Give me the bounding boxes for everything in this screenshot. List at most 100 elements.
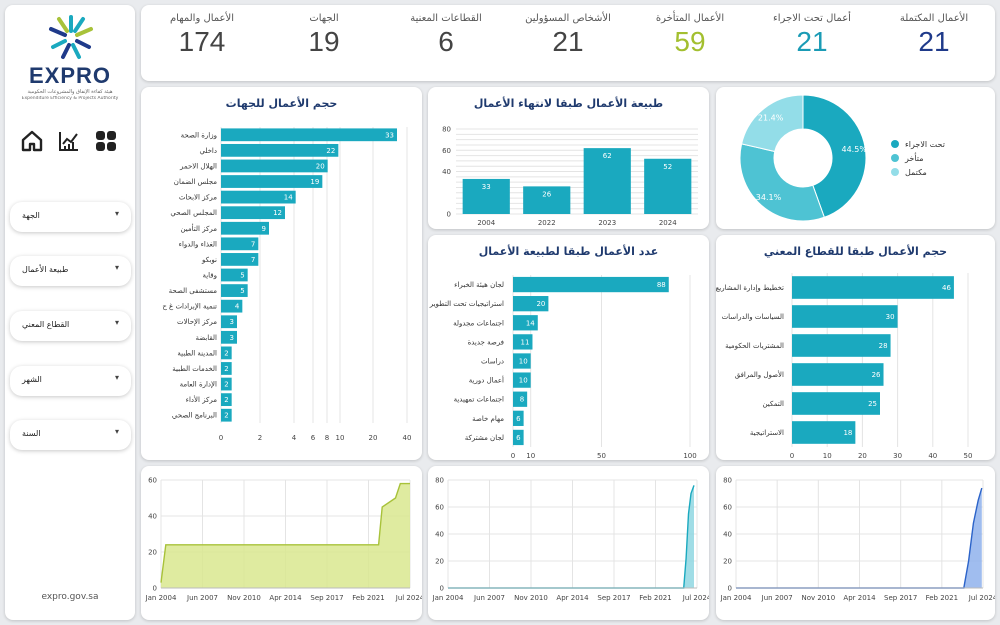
work-nature-bar (513, 429, 524, 446)
bar-value-label: 2 (224, 365, 228, 373)
bar-value-label: 88 (657, 281, 666, 289)
bar-value-label: 7 (251, 240, 255, 248)
category-label: السياسات والدراسات (722, 313, 784, 321)
bar-value-label: 22 (326, 147, 335, 155)
entity-bar (221, 159, 328, 173)
filter-year[interactable]: السنة ▾ (10, 420, 131, 450)
bar-value-label: 4 (235, 303, 240, 311)
filter-work-nature[interactable]: طبيعة الأعمال ▾ (10, 256, 131, 286)
status-pie-chart: 44.5% تحت الاجراء 34.1% متأخر 21.4% مكتمل (739, 94, 945, 222)
year-chart-card: طبيعة الأعمال طبقا لانتهاء الأعمال 0 40 60… (428, 87, 709, 229)
y-tick-label: 60 (435, 504, 444, 512)
filter-month[interactable]: الشهر ▾ (10, 366, 131, 396)
y-tick-label: 20 (148, 549, 157, 557)
x-tick-label: Apr 2014 (843, 594, 876, 602)
category-label: مستشفى الصحة (169, 287, 218, 295)
x-tick-label: 2024 (659, 219, 677, 227)
x-tick-label: 2 (258, 434, 262, 442)
work-nature-bar (513, 276, 669, 293)
x-tick-label: 0 (790, 452, 794, 460)
kpi-title: الأشخاص المسؤولين (525, 13, 611, 24)
x-tick-label: Nov 2010 (801, 594, 835, 602)
bar-value-label: 9 (262, 225, 266, 233)
kpi-title: الأعمال المتأخرة (655, 13, 725, 24)
category-label: لجان هيئة الخبراء (454, 281, 504, 289)
trend-blue-card: 0 20 40 60 80 Jan 2004 Jun 2007 Nov 2010 Apr 201… (716, 466, 995, 620)
home-icon[interactable] (20, 129, 44, 153)
bar-value-label: 3 (230, 318, 234, 326)
pie-slice (802, 94, 867, 218)
x-tick-label: Jan 2004 (145, 594, 177, 602)
category-label: تخطيط وإدارة المشاريع (716, 284, 784, 292)
chart-icon[interactable] (57, 129, 81, 153)
work-nature-chart: 0 10 50 100 88 لجان هيئة الخبراء 20 استراتيجيات… (429, 275, 697, 460)
category-label: مركز التأمين (180, 223, 217, 233)
expro-logo-mark (49, 15, 93, 59)
x-tick-label: 20 (858, 452, 867, 460)
trend-area (161, 483, 410, 588)
category-label: مهام خاصة (472, 415, 504, 423)
sector-chart: 0 10 20 30 40 50 46 تخطيط وإدارة المشاريع 30 السي… (716, 273, 972, 460)
bar-value-label: 30 (886, 313, 895, 321)
bar-value-label: 33 (482, 183, 491, 191)
x-tick-label: 30 (893, 452, 902, 460)
chart-title: حجم الأعمال طبقا للقطاع المعني (763, 245, 948, 258)
entity-bar (221, 362, 232, 375)
trend-teal-chart: 0 20 40 60 80 Jan 2004 Jun 2007 Nov 2010 Apr 201… (432, 477, 709, 603)
trend-line (160, 482, 410, 583)
sector-bar (792, 392, 880, 415)
category-label: المشتريات الحكومية (725, 342, 784, 350)
bar-value-label: 28 (879, 342, 888, 350)
website-link[interactable]: expro.gov.sa (41, 592, 99, 602)
trend-area (448, 485, 694, 588)
x-tick-label: 8 (325, 434, 329, 442)
x-tick-label: Jul 2024 (968, 594, 995, 602)
category-label: المدينة الطبية (177, 349, 217, 357)
category-label: البرنامج الصحي (172, 412, 217, 420)
category-label: فرصة جديدة (468, 338, 504, 346)
x-tick-label: 10 (336, 434, 345, 442)
sector-bar (792, 334, 891, 357)
kpi-title: الأعمال والمهام (169, 13, 234, 24)
y-tick-label: 40 (723, 531, 732, 539)
category-label: الإدارة العامة (180, 381, 217, 389)
sidebar: EXPRO هيئة كفاءة الإنفاق والمشروعات الحك… (5, 5, 135, 620)
sector-bar (792, 305, 898, 328)
x-tick-label: 10 (526, 452, 535, 460)
entity-bar (221, 206, 285, 220)
bar-value-label: 2 (224, 412, 228, 420)
x-tick-label: Jul 2024 (395, 594, 422, 602)
bar-value-label: 20 (536, 300, 545, 308)
grid-icon[interactable] (94, 129, 118, 153)
filter-entity[interactable]: الجهة ▾ (10, 202, 131, 232)
work-nature-bar (513, 353, 531, 369)
work-nature-bar (513, 410, 524, 426)
work-nature-bar (513, 296, 549, 312)
kpi-value: 21 (552, 26, 584, 57)
filter-sector[interactable]: القطاع المعني ▾ (10, 311, 131, 341)
kpi-value: 6 (438, 26, 454, 57)
legend-swatch (891, 154, 899, 162)
bar-value-label: 52 (663, 163, 672, 171)
entity-bar (221, 299, 243, 313)
sector-bar (792, 363, 884, 386)
trend-area (736, 488, 982, 588)
work-nature-chart-card: عدد الأعمال طبقا لطبيعة الأعمال 0 10 50 100… (428, 235, 709, 460)
x-tick-label: Apr 2014 (269, 594, 302, 602)
x-tick-label: 0 (219, 434, 223, 442)
category-label: اجتماعات تمهيدية (454, 396, 504, 404)
entity-bar (221, 315, 237, 329)
bar-value-label: 10 (519, 377, 528, 385)
category-label: الاستراتيجية (750, 429, 784, 437)
y-tick-label: 60 (723, 504, 732, 512)
category-label: اجتماعات مجدولة (453, 319, 504, 327)
entity-bar (221, 128, 397, 142)
entity-bar (221, 377, 232, 391)
brand-name: EXPRO (28, 63, 112, 88)
year-bar (583, 148, 631, 214)
kpi-title: القطاعات المعنية (410, 13, 482, 24)
y-tick-label: 60 (442, 147, 451, 155)
x-tick-label: 6 (311, 434, 316, 442)
work-nature-bar (513, 334, 533, 350)
